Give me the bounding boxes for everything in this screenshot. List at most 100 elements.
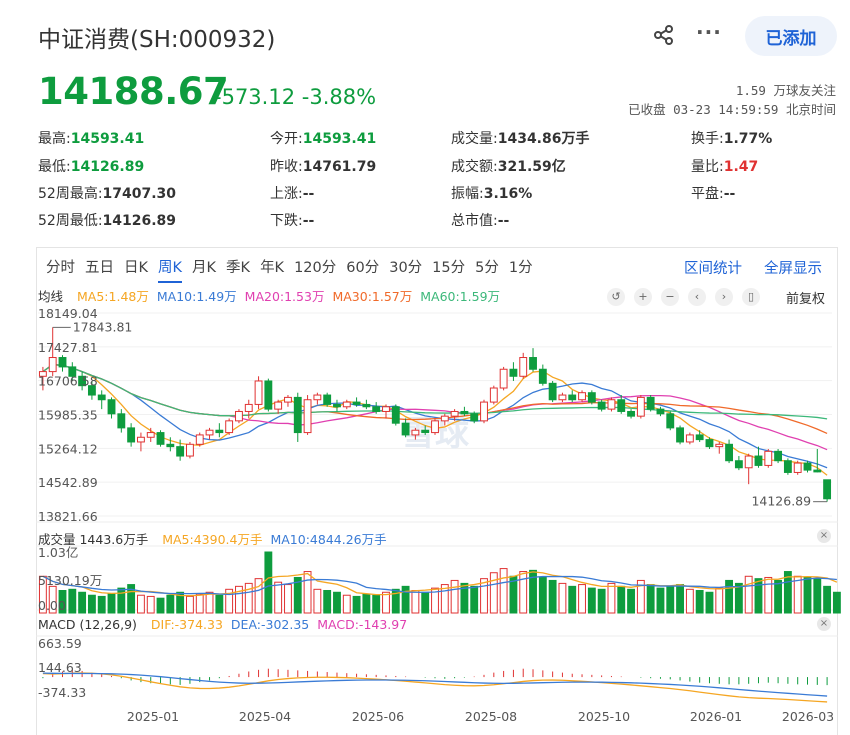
volume-bar <box>186 595 194 614</box>
undo-icon[interactable]: ↺ <box>607 288 625 306</box>
stat-label: 平盘: <box>691 186 724 202</box>
candle-body <box>225 420 234 434</box>
volume-axis-label: 0.00 <box>38 598 66 613</box>
close-macd-icon[interactable]: × <box>817 617 831 631</box>
candle-body <box>734 460 743 469</box>
tab-period[interactable]: 分时 <box>46 260 75 276</box>
candle-body <box>793 462 802 473</box>
candle-body <box>725 443 734 462</box>
stat-value: 14593.41 <box>302 131 377 147</box>
candle-body <box>421 429 430 434</box>
tab-period[interactable]: 30分 <box>389 260 423 276</box>
tab-period[interactable]: 日K <box>124 260 149 276</box>
close-volume-icon[interactable]: × <box>817 529 831 543</box>
chart-toolbar: ↺ + − ‹ › ▯ <box>598 288 760 306</box>
stat-value: 14126.89 <box>70 159 145 175</box>
more-icon[interactable]: ··· <box>696 20 722 44</box>
tab-period[interactable]: 5分 <box>475 260 499 276</box>
tab-period[interactable]: 15分 <box>432 260 466 276</box>
volume-bar <box>136 594 145 614</box>
range-stats-link[interactable]: 区间统计 <box>684 261 742 277</box>
volume-bar <box>431 587 439 614</box>
stat-item: 量比:1.47 <box>691 156 758 176</box>
stat-item: 成交额:321.59亿 <box>451 156 566 176</box>
tab-period[interactable]: 月K <box>192 260 217 276</box>
candle-body <box>274 401 283 410</box>
added-button[interactable]: 已添加 <box>745 16 837 56</box>
tab-period[interactable]: 五日 <box>85 260 114 276</box>
volume-bar <box>68 588 77 614</box>
volume-bar <box>548 579 557 614</box>
stat-label: 换手: <box>691 131 724 147</box>
candle-body <box>235 410 243 422</box>
tab-period[interactable]: 年K <box>260 260 285 276</box>
dif-line <box>42 672 828 703</box>
tab-period[interactable]: 120分 <box>294 260 337 276</box>
volume-bar <box>107 592 116 614</box>
candle-body <box>509 368 518 377</box>
candle-body <box>480 401 488 422</box>
volume-axis-label: 5130.19万 <box>38 573 102 588</box>
candle-body <box>646 396 655 410</box>
tab-period[interactable]: 季K <box>226 260 251 276</box>
candle-body <box>695 434 704 441</box>
price-axis-label: 18149.04 <box>38 306 98 321</box>
zoom-out-icon[interactable]: − <box>661 288 679 306</box>
legend-item: MACD:-143.97 <box>317 617 408 632</box>
candle-body <box>186 443 194 457</box>
stat-value: 1.77% <box>723 131 773 147</box>
stat-item: 最低:14126.89 <box>38 156 144 176</box>
change-percent: -3.88% <box>301 85 377 109</box>
stat-label: 昨收: <box>270 159 303 175</box>
candle-body <box>764 450 773 466</box>
volume-bar <box>499 568 508 614</box>
share-icon[interactable] <box>653 24 675 51</box>
volume-bar <box>754 578 763 614</box>
candle-body <box>146 432 155 438</box>
tab-period[interactable]: 60分 <box>346 260 380 276</box>
volume-legend: 成交量 1443.6万手 MA5:4390.4万手 MA10:4844.26万手 <box>38 529 395 548</box>
candle-body <box>705 439 714 448</box>
volume-bar <box>460 582 469 614</box>
prev-icon[interactable]: ‹ <box>688 288 706 306</box>
volume-bar <box>489 572 498 614</box>
zoom-in-icon[interactable]: + <box>634 288 652 306</box>
tab-period[interactable]: 1分 <box>508 260 533 276</box>
candle-body <box>97 394 106 401</box>
candle-body <box>342 401 351 408</box>
volume-bar <box>646 584 655 614</box>
tab-period[interactable]: 周K <box>158 256 183 283</box>
candle-body <box>244 403 253 412</box>
candle-body <box>78 375 87 387</box>
adjust-mode[interactable]: 前复权 <box>786 292 826 307</box>
volume-bar <box>578 584 586 614</box>
high-marker: 17843.81 <box>73 319 133 334</box>
volume-bar <box>244 582 253 614</box>
candle-body <box>372 406 381 412</box>
candle-icon[interactable]: ▯ <box>742 288 760 306</box>
volume-bar <box>627 588 635 614</box>
volume-bar <box>529 569 537 614</box>
x-axis-label: 2025-08 <box>465 709 517 724</box>
candle-body <box>744 455 753 469</box>
stat-label: 总市值: <box>451 213 498 229</box>
next-icon[interactable]: › <box>715 288 733 306</box>
stat-label: 振幅: <box>451 186 484 202</box>
volume-bar <box>734 582 743 614</box>
candle-body <box>323 394 332 405</box>
volume-bar <box>676 584 684 614</box>
volume-bar <box>832 591 841 614</box>
stat-item: 52周最低:14126.89 <box>38 210 176 230</box>
candle-body <box>489 387 498 403</box>
volume-bar <box>685 588 694 614</box>
legend-item: MA10:4844.26万手 <box>270 532 387 547</box>
volume-bar <box>607 582 616 614</box>
volume-ma-line <box>42 575 837 596</box>
fullscreen-link[interactable]: 全屏显示 <box>764 261 822 277</box>
stat-item: 下跌:-- <box>270 210 314 230</box>
stat-label: 52周最高: <box>38 186 103 202</box>
volume-bar <box>382 591 390 614</box>
volume-bar <box>284 584 292 614</box>
candle-body <box>293 396 302 434</box>
